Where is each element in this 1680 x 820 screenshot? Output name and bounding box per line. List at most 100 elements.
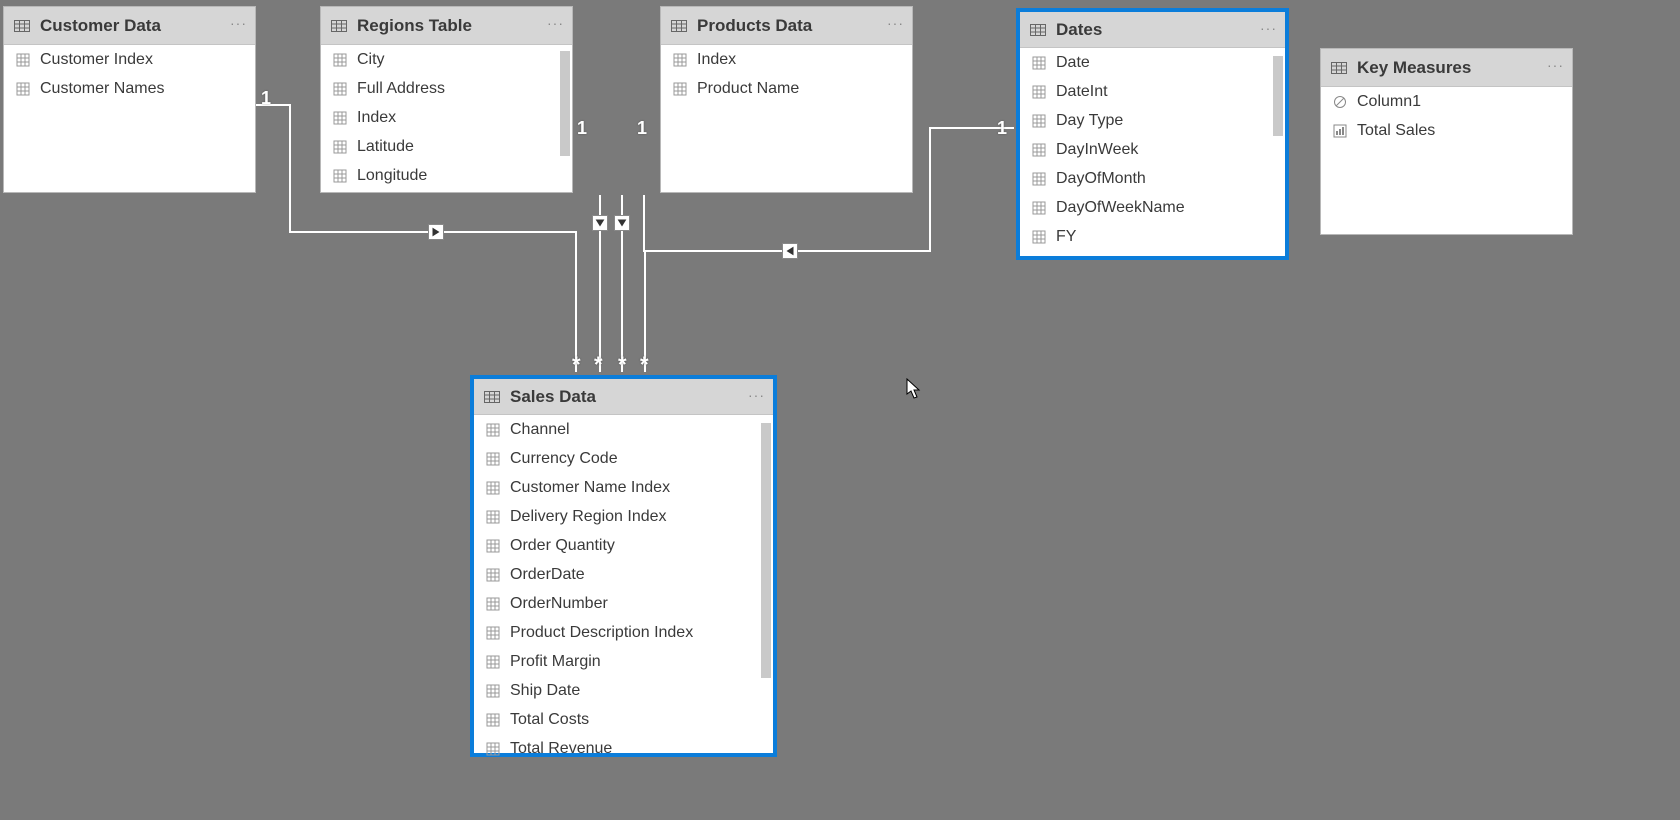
field-row[interactable]: Full Address <box>321 74 572 103</box>
field-row[interactable]: Longitude <box>321 161 572 190</box>
table-fields: Date DateIntDay Type DayInWeek DayOfMonth Da… <box>1020 48 1285 260</box>
table-icon <box>484 391 500 403</box>
column-icon <box>486 597 500 611</box>
table-title: Products Data <box>697 16 812 36</box>
table-card-sales[interactable]: Sales Data··· Channel Currency Code Custome… <box>470 375 777 757</box>
field-label: Profit Margin <box>510 653 601 671</box>
table-header[interactable]: Sales Data··· <box>474 379 773 415</box>
field-row[interactable]: Customer Name Index <box>474 473 773 502</box>
table-card-regions[interactable]: Regions Table···City Full Address IndexLat… <box>320 6 573 193</box>
table-menu-icon[interactable]: ··· <box>1547 57 1564 73</box>
table-icon <box>1030 24 1046 36</box>
mouse-cursor <box>906 378 922 400</box>
field-row[interactable]: Profit Margin <box>474 647 773 676</box>
table-icon <box>331 20 347 32</box>
field-row[interactable]: Total Costs <box>474 705 773 734</box>
field-row[interactable]: Total Revenue <box>474 734 773 757</box>
table-fields: Column1 Total Sales <box>1321 87 1572 235</box>
column-icon <box>1032 143 1046 157</box>
field-row[interactable]: Total Sales <box>1321 116 1572 145</box>
field-row[interactable]: Currency Code <box>474 444 773 473</box>
field-label: Delivery Region Index <box>510 508 667 526</box>
relationship-cardinality-one: 1 <box>261 88 271 109</box>
table-icon <box>1331 62 1347 74</box>
field-row[interactable]: Ship Date <box>474 676 773 705</box>
field-label: Total Costs <box>510 711 589 729</box>
field-label: Longitude <box>357 167 427 185</box>
scrollbar-thumb[interactable] <box>560 51 570 156</box>
column-icon <box>16 82 30 96</box>
table-header[interactable]: Regions Table··· <box>321 7 572 45</box>
column-icon <box>486 655 500 669</box>
field-label: Column1 <box>1357 93 1421 111</box>
field-label: Date <box>1056 54 1090 72</box>
column-icon <box>1032 56 1046 70</box>
field-label: DayInWeek <box>1056 141 1138 159</box>
table-menu-icon[interactable]: ··· <box>547 15 564 31</box>
field-row[interactable]: Column1 <box>1321 87 1572 116</box>
table-card-dates[interactable]: Dates··· Date DateIntDay Type DayInWeek DayO… <box>1016 8 1289 260</box>
field-row[interactable]: City <box>321 45 572 74</box>
field-row[interactable]: FY <box>1020 222 1285 251</box>
field-row[interactable]: Product Name <box>661 74 912 103</box>
field-row[interactable]: Customer Names <box>4 74 255 103</box>
field-label: OrderDate <box>510 566 585 584</box>
table-card-measures[interactable]: Key Measures··· Column1 Total Sales <box>1320 48 1573 235</box>
field-label: Channel <box>510 421 570 439</box>
column-unknown-icon <box>1333 95 1347 109</box>
table-menu-icon[interactable]: ··· <box>887 15 904 31</box>
table-header[interactable]: Products Data ··· <box>661 7 912 45</box>
table-card-products[interactable]: Products Data ··· Index Product Name <box>660 6 913 193</box>
column-icon <box>673 82 687 96</box>
field-label: FY <box>1056 228 1076 246</box>
field-row[interactable]: DayInWeek <box>1020 135 1285 164</box>
column-icon <box>486 539 500 553</box>
field-row[interactable]: Delivery Region Index <box>474 502 773 531</box>
table-menu-icon[interactable]: ··· <box>748 387 765 403</box>
column-icon <box>333 169 347 183</box>
field-row[interactable]: Day Type <box>1020 106 1285 135</box>
table-icon <box>14 20 30 32</box>
field-label: Customer Name Index <box>510 479 670 497</box>
column-icon <box>486 510 500 524</box>
field-row[interactable]: Channel <box>474 415 773 444</box>
field-row[interactable]: Order Quantity <box>474 531 773 560</box>
table-header[interactable]: Customer Data··· <box>4 7 255 45</box>
field-label: DayOfWeekName <box>1056 199 1185 217</box>
field-row[interactable]: DayOfMonth <box>1020 164 1285 193</box>
field-label: Product Description Index <box>510 624 693 642</box>
field-row[interactable]: Index <box>661 45 912 74</box>
field-label: Customer Names <box>40 80 164 98</box>
column-icon <box>486 452 500 466</box>
field-row[interactable]: DayOfWeekName <box>1020 193 1285 222</box>
scrollbar-thumb[interactable] <box>1273 56 1283 136</box>
table-menu-icon[interactable]: ··· <box>1260 20 1277 36</box>
relationship-direction-marker <box>428 224 444 240</box>
relationship-direction-marker <box>592 215 608 231</box>
column-icon <box>486 742 500 756</box>
table-card-customer[interactable]: Customer Data···Customer Index Customer N… <box>3 6 256 193</box>
field-label: Index <box>697 51 736 69</box>
relationship-direction-marker <box>782 243 798 259</box>
field-row[interactable]: Product Description Index <box>474 618 773 647</box>
column-icon <box>486 481 500 495</box>
field-row[interactable]: Customer Index <box>4 45 255 74</box>
column-icon <box>486 713 500 727</box>
field-row[interactable]: Index <box>321 103 572 132</box>
scrollbar-thumb[interactable] <box>761 423 771 678</box>
field-row[interactable]: Latitude <box>321 132 572 161</box>
table-header[interactable]: Key Measures··· <box>1321 49 1572 87</box>
relationship-cardinality-one: 1 <box>997 118 1007 139</box>
field-row[interactable]: Date <box>1020 48 1285 77</box>
field-row[interactable]: DateInt <box>1020 77 1285 106</box>
table-menu-icon[interactable]: ··· <box>230 15 247 31</box>
field-label: DayOfMonth <box>1056 170 1146 188</box>
field-label: Total Sales <box>1357 122 1435 140</box>
column-icon <box>333 111 347 125</box>
field-row[interactable]: OrderDate <box>474 560 773 589</box>
field-label: Full Address <box>357 80 445 98</box>
table-fields: City Full Address IndexLatitude Longitude <box>321 45 572 193</box>
table-header[interactable]: Dates··· <box>1020 12 1285 48</box>
measure-icon <box>1333 124 1347 138</box>
field-row[interactable]: OrderNumber <box>474 589 773 618</box>
